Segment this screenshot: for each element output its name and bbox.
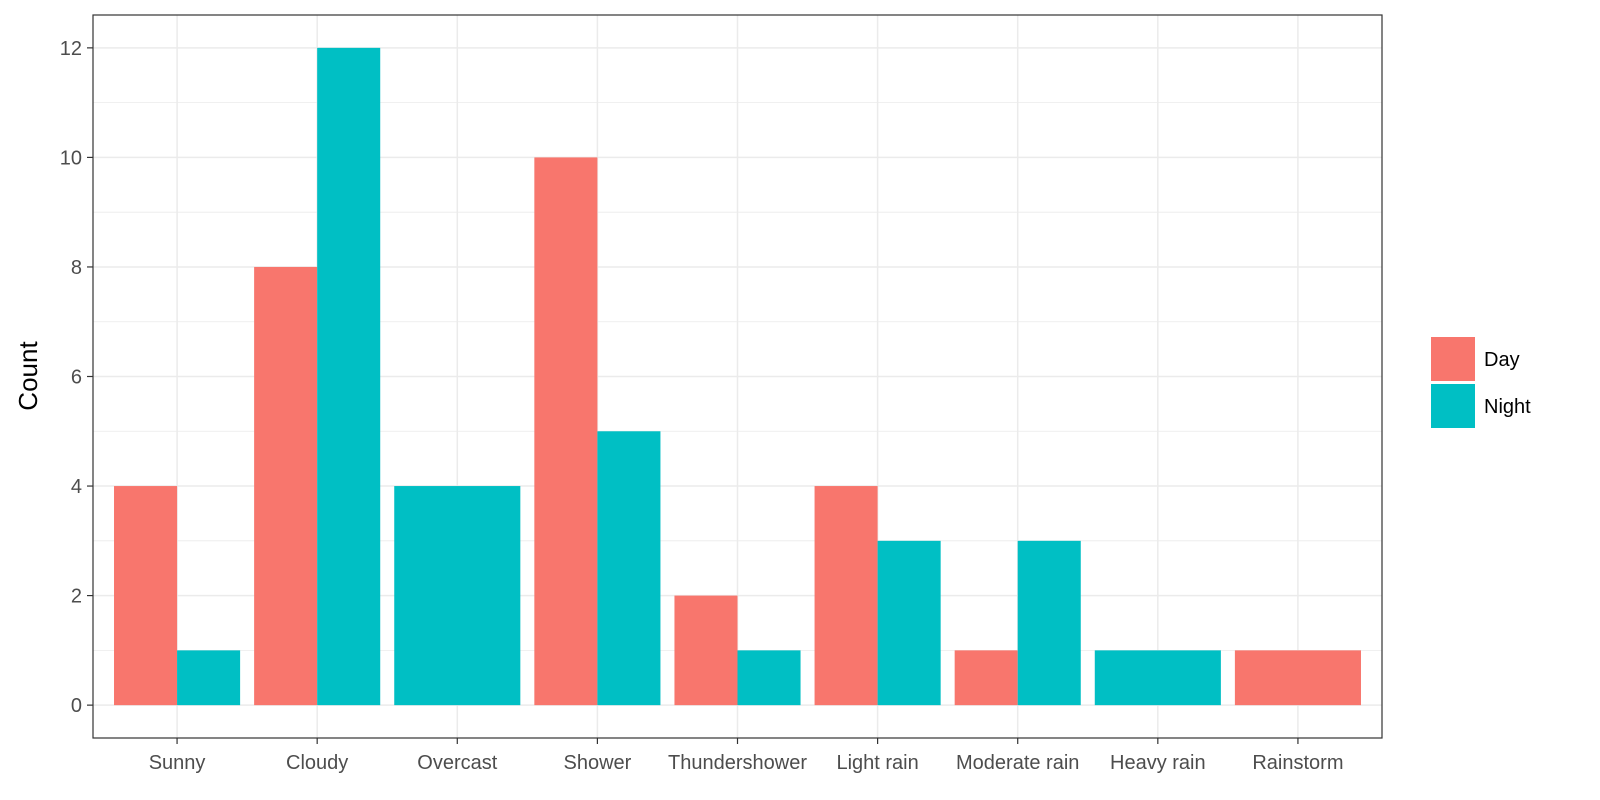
x-tick-label: Moderate rain: [956, 752, 1079, 774]
bar-night-thundershower: [737, 650, 801, 706]
bar-night-light-rain: [877, 540, 941, 706]
bar-day-thundershower: [674, 595, 738, 706]
y-tick-label: 0: [71, 695, 82, 717]
bar-day-light-rain: [814, 486, 878, 706]
bar-night-overcast: [394, 486, 521, 706]
bar-night-sunny: [177, 650, 241, 706]
y-tick-label: 4: [71, 476, 82, 498]
y-axis: 0 2 4 6 8 10 12: [60, 38, 93, 717]
y-tick-label: 2: [71, 586, 82, 608]
bar-night-cloudy: [317, 47, 381, 706]
bar-day-sunny: [114, 486, 178, 706]
y-axis-title: Count: [13, 341, 43, 411]
bar-day-rainstorm: [1234, 650, 1361, 706]
bar-night-moderate-rain: [1017, 540, 1081, 706]
bar-night-shower: [597, 431, 661, 706]
y-tick-label: 8: [71, 257, 82, 279]
x-tick-label: Light rain: [836, 752, 918, 774]
y-tick-label: 6: [71, 367, 82, 389]
x-tick-label: Overcast: [417, 752, 497, 774]
legend-label-night: Night: [1484, 396, 1531, 418]
legend: Day Night: [1431, 337, 1531, 428]
y-tick-label: 12: [60, 38, 82, 60]
x-tick-label: Thundershower: [668, 752, 807, 774]
x-tick-label: Shower: [563, 752, 631, 774]
x-tick-label: Sunny: [149, 752, 206, 774]
y-tick-label: 10: [60, 147, 82, 169]
bars: [114, 47, 1361, 706]
bar-day-shower: [534, 157, 598, 706]
x-axis: Sunny Cloudy Overcast Shower Thundershower Li…: [149, 738, 1344, 774]
x-tick-label: Cloudy: [286, 752, 348, 774]
bar-night-heavy-rain: [1094, 650, 1221, 706]
legend-key-day: [1431, 337, 1475, 381]
legend-label-day: Day: [1484, 349, 1520, 371]
x-tick-label: Rainstorm: [1252, 752, 1343, 774]
bar-day-cloudy: [254, 266, 318, 706]
x-tick-label: Heavy rain: [1110, 752, 1206, 774]
legend-key-night: [1431, 384, 1475, 428]
bar-day-moderate-rain: [954, 650, 1018, 706]
